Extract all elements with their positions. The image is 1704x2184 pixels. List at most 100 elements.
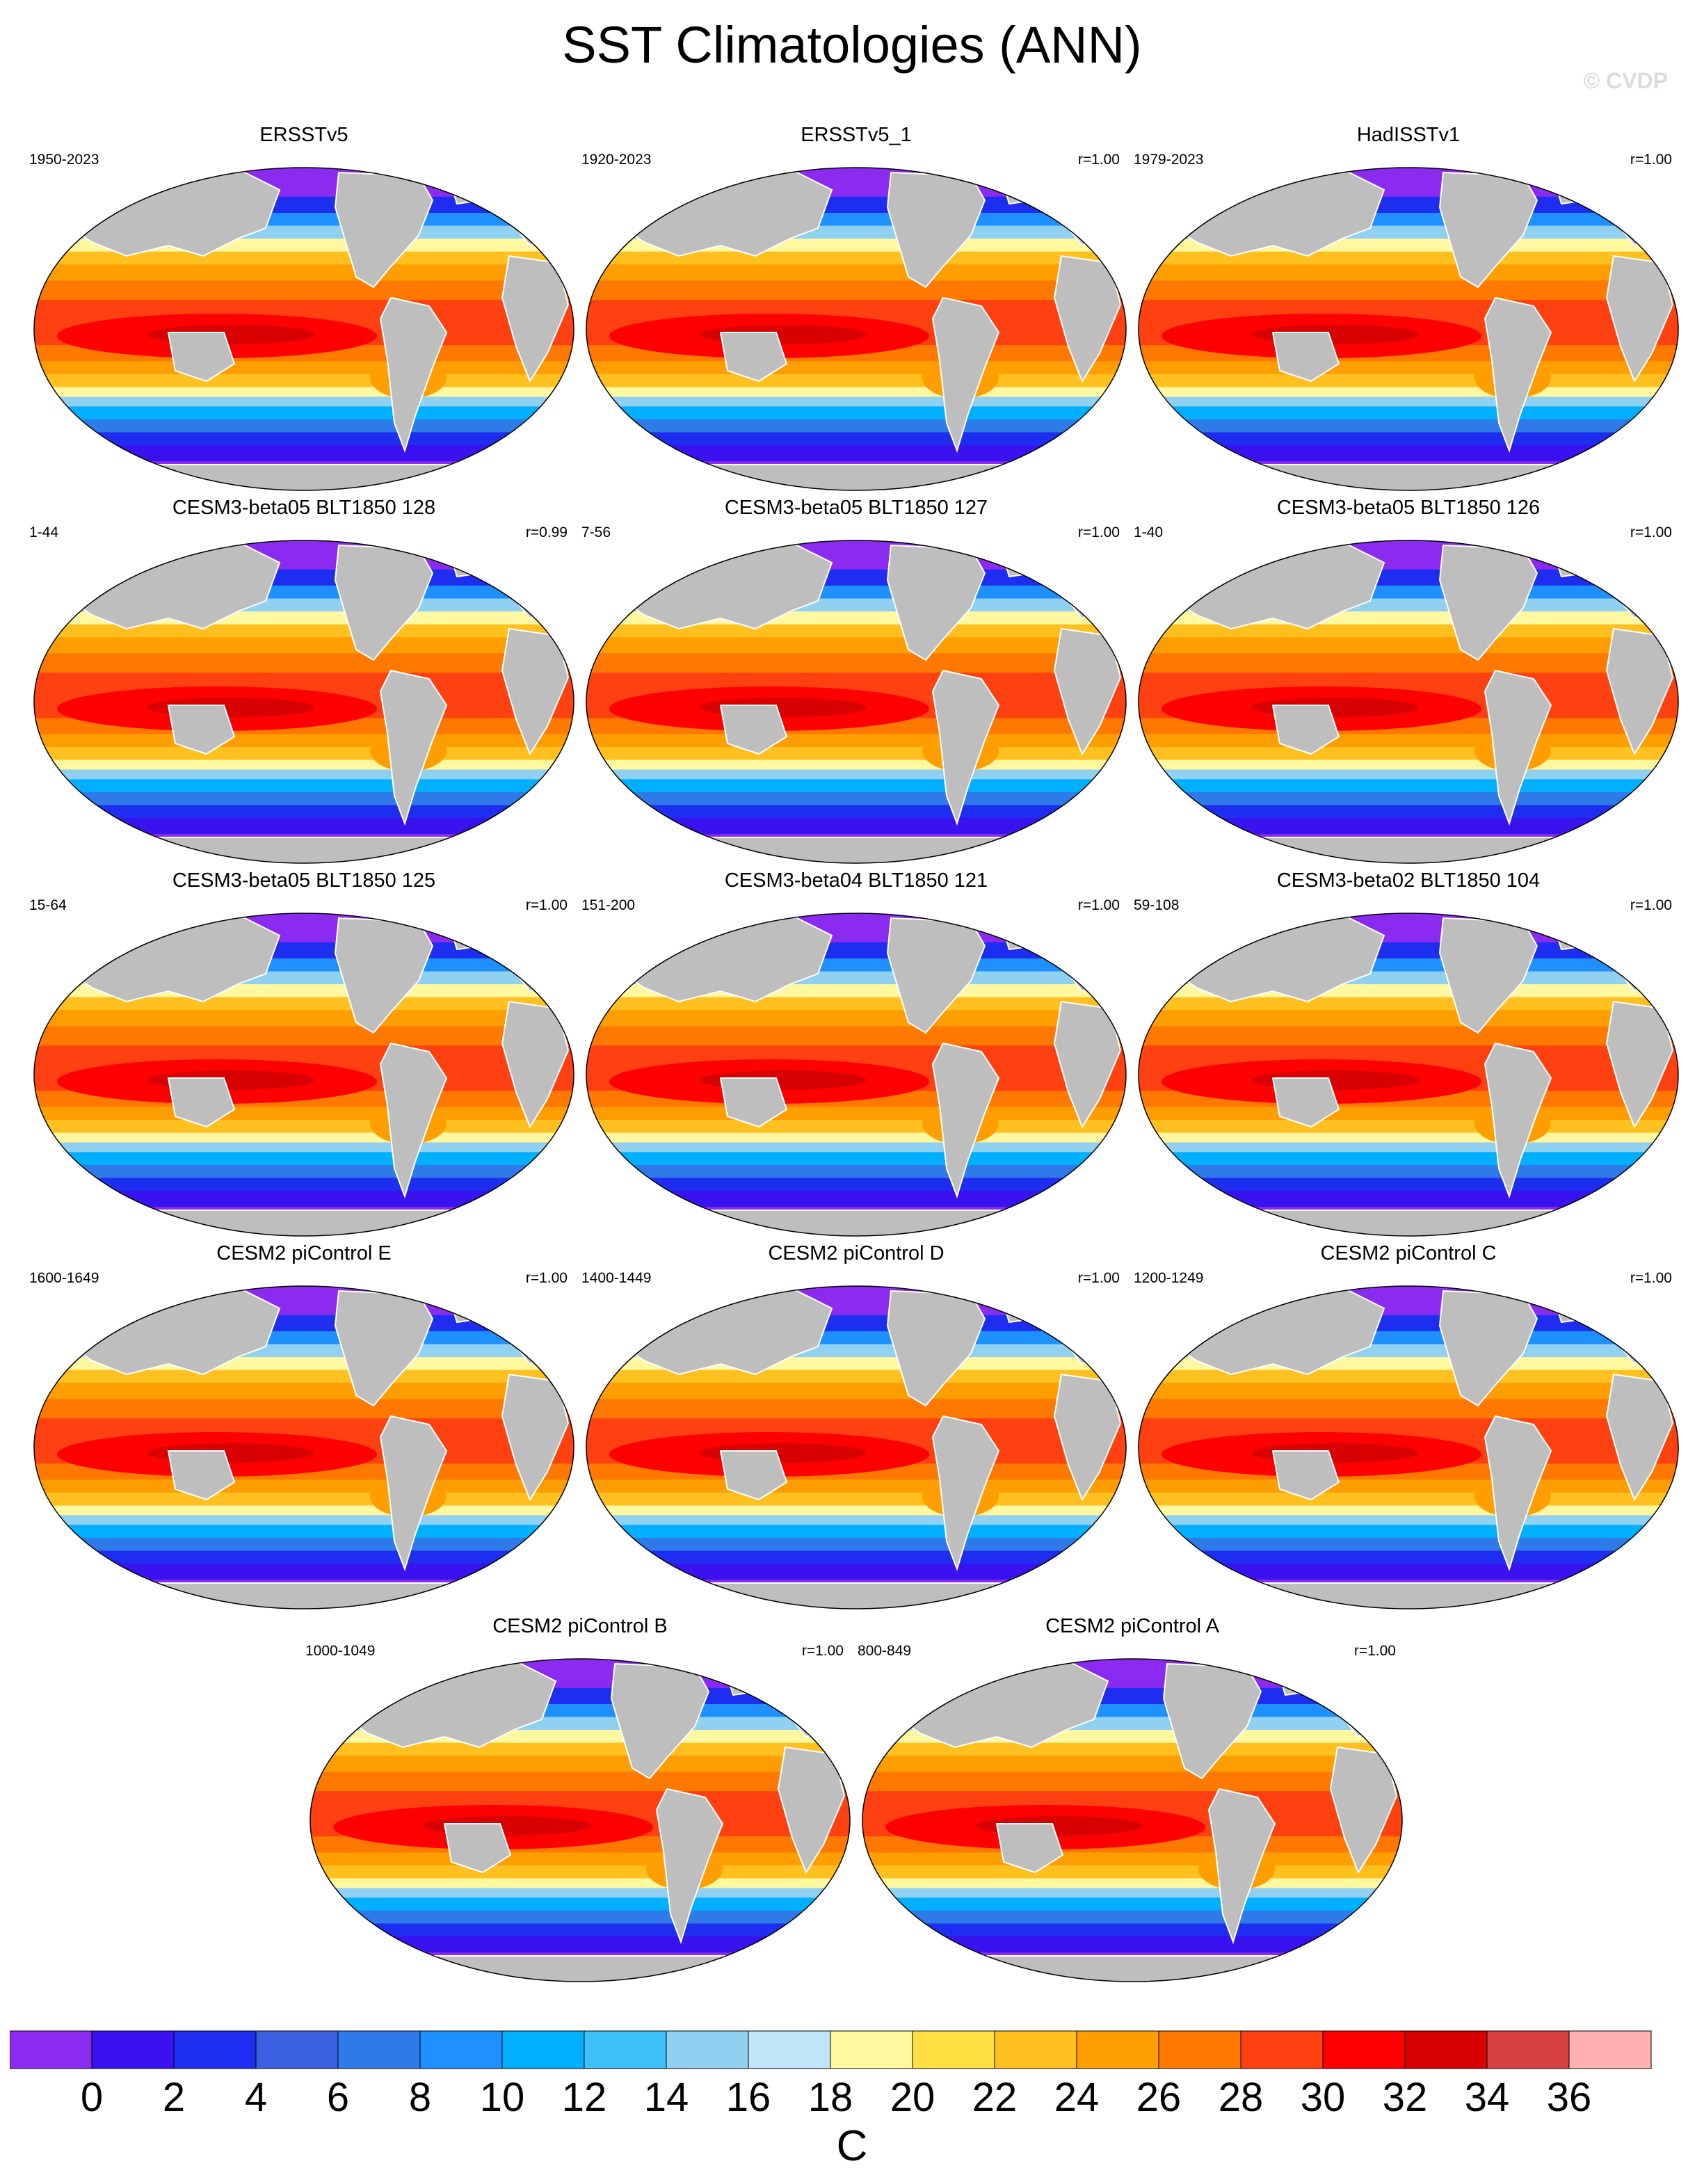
- land-mask: [1484, 669, 1552, 826]
- land-mask: [1484, 296, 1552, 453]
- panel-title: CESM3-beta05 BLT1850 128: [172, 497, 436, 519]
- colorbar-segment: [10, 2030, 93, 2069]
- land-mask: [34, 1210, 574, 1236]
- panel-title: CESM3-beta04 BLT1850 121: [724, 869, 988, 892]
- panel-correlation: r=1.00: [801, 1643, 844, 1659]
- land-mask: [1438, 917, 1538, 1034]
- colorbar-tick-label: 32: [1382, 2075, 1428, 2120]
- watermark: © CVDP: [1583, 68, 1668, 93]
- land-mask: [334, 917, 434, 1034]
- land-mask: [886, 917, 986, 1034]
- land-mask: [1271, 705, 1340, 755]
- colorbar-segment: [666, 2030, 749, 2069]
- panel-title: CESM2 piControl B: [492, 1615, 668, 1637]
- panel-period: 1-40: [1134, 524, 1164, 540]
- land-mask: [586, 1582, 1126, 1609]
- colorbar-tick-label: 26: [1136, 2075, 1182, 2120]
- sst-map: [586, 167, 1127, 491]
- panel-title: CESM3-beta02 BLT1850 104: [1276, 869, 1541, 892]
- panel-correlation: r=1.00: [1077, 524, 1120, 540]
- panel-correlation: r=1.00: [1077, 1270, 1120, 1286]
- panel-period: 1920-2023: [581, 152, 652, 168]
- colorbar-tick-label: 28: [1218, 2075, 1264, 2120]
- panel-title: CESM3-beta05 BLT1850 125: [172, 869, 436, 892]
- map-panel: CESM2 piControl C 1200-1249 r=1.00: [1134, 1242, 1683, 1611]
- land-mask: [1438, 1290, 1538, 1407]
- land-mask: [334, 1290, 434, 1407]
- sst-map: [862, 1658, 1403, 1982]
- land-mask: [379, 669, 448, 826]
- land-mask: [379, 1042, 448, 1199]
- sst-map: [586, 1285, 1127, 1609]
- colorbar-segment: [1158, 2030, 1241, 2069]
- panel-correlation: r=0.99: [525, 524, 568, 540]
- land-mask: [886, 171, 986, 289]
- land-mask: [931, 669, 1000, 826]
- panel-title: CESM2 piControl A: [1045, 1615, 1219, 1637]
- land-mask: [310, 1955, 850, 1982]
- sst-map: [33, 167, 574, 491]
- panel-correlation: r=1.00: [525, 1270, 568, 1286]
- land-mask: [1438, 544, 1538, 661]
- land-mask: [1484, 1042, 1552, 1199]
- colorbar-tick-label: 16: [725, 2075, 771, 2120]
- panel-title: HadISSTv1: [1356, 124, 1461, 146]
- map-panel: CESM3-beta05 BLT1850 127 7-56 r=1.00: [581, 497, 1131, 865]
- panel-correlation: r=1.00: [1630, 524, 1672, 540]
- colorbar-tick-label: 12: [561, 2075, 607, 2120]
- colorbar-segment: [748, 2030, 831, 2069]
- map-panel: CESM2 piControl B 1000-1049 r=1.00: [305, 1615, 855, 1984]
- panel-period: 1000-1049: [305, 1643, 376, 1659]
- sst-map: [586, 540, 1127, 864]
- land-mask: [167, 332, 236, 383]
- colorbar-tick-label: 2: [162, 2075, 186, 2120]
- land-mask: [1271, 332, 1340, 383]
- colorbar-tick-label: 24: [1054, 2075, 1100, 2120]
- land-mask: [1271, 1450, 1340, 1501]
- sst-map: [1138, 1285, 1679, 1609]
- sst-map: [1138, 540, 1679, 864]
- colorbar-tick-label: 18: [807, 2075, 853, 2120]
- panel-period: 15-64: [29, 897, 67, 913]
- panel-period: 1979-2023: [1134, 152, 1204, 168]
- land-mask: [1484, 1415, 1552, 1572]
- colorbar-tick-label: 8: [408, 2075, 432, 2120]
- land-mask: [931, 1042, 1000, 1199]
- panel-period: 1400-1449: [581, 1270, 652, 1286]
- map-panel: CESM2 piControl A 800-849 r=1.00: [858, 1615, 1407, 1984]
- land-mask: [719, 332, 788, 383]
- land-mask: [1139, 464, 1678, 490]
- land-mask: [719, 705, 788, 755]
- colorbar-segment: [337, 2030, 421, 2069]
- colorbar-segment: [584, 2030, 667, 2069]
- land-mask: [719, 1077, 788, 1128]
- panel-title: CESM3-beta05 BLT1850 127: [724, 497, 988, 519]
- colorbar-segment: [1568, 2030, 1652, 2069]
- map-panel: CESM2 piControl E 1600-1649 r=1.00: [29, 1242, 579, 1611]
- land-mask: [862, 1955, 1402, 1982]
- map-panel: HadISSTv1 1979-2023 r=1.00: [1134, 124, 1683, 492]
- colorbar-segment: [419, 2030, 503, 2069]
- sst-map: [1138, 167, 1679, 491]
- colorbar-segment: [1240, 2030, 1324, 2069]
- colorbar-tick-label: 6: [326, 2075, 350, 2120]
- land-mask: [931, 1415, 1000, 1572]
- colorbar-segment: [1322, 2030, 1406, 2069]
- panel-correlation: r=1.00: [1077, 152, 1120, 168]
- sst-map: [33, 913, 574, 1237]
- colorbar-tick-label: 34: [1464, 2075, 1510, 2120]
- panel-title: ERSSTv5_1: [801, 124, 912, 146]
- colorbar-units: C: [836, 2122, 868, 2170]
- panel-correlation: r=1.00: [1630, 152, 1672, 168]
- land-mask: [886, 1290, 986, 1407]
- panel-correlation: r=1.00: [1353, 1643, 1396, 1659]
- colorbar-segment: [994, 2030, 1077, 2069]
- panel-title: ERSSTv5: [259, 124, 348, 146]
- map-panel: CESM3-beta05 BLT1850 126 1-40 r=1.00: [1134, 497, 1683, 865]
- colorbar-segment: [255, 2030, 339, 2069]
- map-panel: CESM3-beta04 BLT1850 121 151-200 r=1.00: [581, 869, 1131, 1238]
- land-mask: [1271, 1077, 1340, 1128]
- panel-title: CESM2 piControl D: [768, 1242, 945, 1264]
- colorbar: [10, 2030, 1652, 2069]
- panel-period: 1600-1649: [29, 1270, 99, 1286]
